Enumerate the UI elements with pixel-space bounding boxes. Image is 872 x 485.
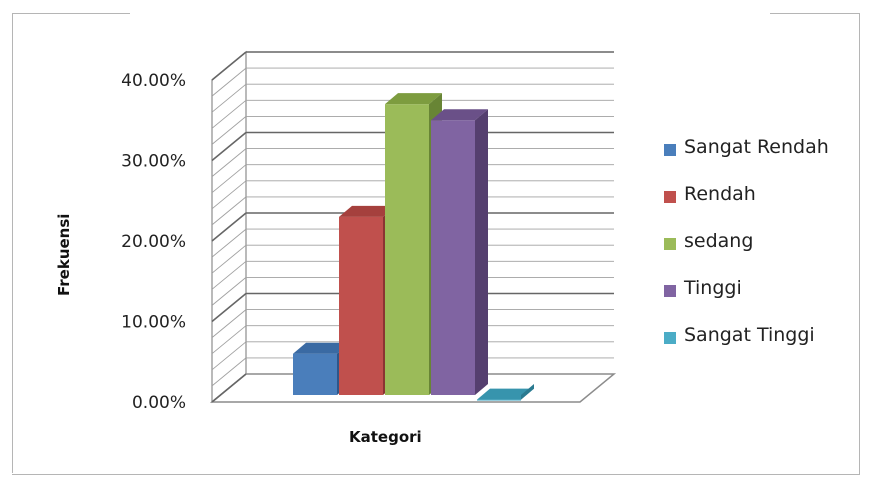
grid-line-side [211,228,247,258]
grid-line-side [211,148,247,177]
grid-line-side [211,116,247,145]
bar-top [293,342,350,354]
legend-item: Sangat Rendah [664,134,864,181]
bar-side [521,384,534,400]
grid-line-side [211,373,247,403]
grid-line-side [211,51,247,81]
grid-line-side [211,244,247,274]
grid-line-side [211,292,247,323]
grid-line-side [211,99,247,129]
legend-item: Tinggi [664,275,864,322]
bars [293,93,534,401]
bar-top [431,109,488,121]
grid-line-side [211,325,247,355]
bar-front [339,216,383,395]
grid-line-side [211,131,247,162]
legend-swatch [664,144,676,156]
legend-swatch [664,332,676,344]
bar-front [477,399,521,401]
grid-line-side [211,309,247,338]
y-tick-label: 30.00% [121,152,186,172]
y-tick-labels: 0.00% 10.00% 20.00% 30.00% 40.00% [121,71,186,413]
grid-line-side [211,357,247,387]
bar-side [475,109,488,395]
y-tick-label: 10.00% [121,313,186,333]
grid-line-side [211,277,247,306]
grid-line-side [211,341,247,371]
bar-sangat-tinggi [477,384,534,401]
grid-line-side [211,180,247,210]
grid-line-side [211,196,247,226]
legend-item: sedang [664,228,864,275]
legend-swatch [664,285,676,297]
bar-top [477,388,534,400]
bar-front [293,353,337,395]
y-tick-label: 20.00% [121,232,186,252]
legend-item: Rendah [664,181,864,228]
bar-top [385,93,442,105]
legend-label: sedang [684,230,754,252]
y-tick-label: 40.00% [121,71,186,91]
x-axis-title: Kategori [349,428,422,446]
legend: Sangat Rendah Rendah sedang Tinggi Sangat Ti… [664,134,864,369]
grid-line-side [211,83,247,113]
bar-tinggi [431,109,488,395]
legend-label: Sangat Tinggi [684,324,815,346]
legend-label: Tinggi [684,277,742,299]
bar-front [431,120,475,395]
legend-item: Sangat Tinggi [664,322,864,369]
legend-swatch [664,191,676,203]
y-axis-title: Frekuensi [55,213,73,296]
grid-line-side [211,164,247,194]
legend-label: Sangat Rendah [684,136,829,158]
bar-front [385,104,429,396]
legend-label: Rendah [684,183,756,205]
grid-line-side [211,212,247,242]
grid-line-side [211,67,247,97]
y-tick-label: 0.00% [132,393,186,413]
grid-line-side [211,260,247,290]
legend-swatch [664,238,676,250]
bar-top [339,205,396,217]
